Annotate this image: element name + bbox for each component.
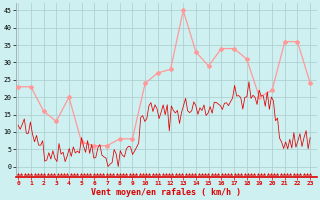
Point xyxy=(26,171,31,174)
Point xyxy=(229,171,234,174)
Point xyxy=(196,171,201,174)
Point xyxy=(81,171,86,174)
Point xyxy=(170,171,175,174)
Point xyxy=(84,171,90,174)
Point xyxy=(262,171,267,174)
Point xyxy=(249,171,254,174)
Point xyxy=(176,171,181,174)
Point xyxy=(232,171,237,174)
Point xyxy=(45,171,50,174)
Point xyxy=(32,171,37,174)
Point xyxy=(189,171,195,174)
Point xyxy=(121,171,126,174)
Point xyxy=(108,171,113,174)
Point xyxy=(206,171,211,174)
Point xyxy=(140,171,145,174)
Point xyxy=(39,171,44,174)
Point xyxy=(294,171,300,174)
Point xyxy=(245,171,251,174)
Point xyxy=(29,171,34,174)
Point xyxy=(16,171,21,174)
Point xyxy=(275,171,280,174)
Point xyxy=(219,171,224,174)
Point xyxy=(101,171,106,174)
Point xyxy=(259,171,264,174)
Point xyxy=(222,171,228,174)
Point xyxy=(209,171,214,174)
Point xyxy=(104,171,109,174)
Point xyxy=(298,171,303,174)
Point xyxy=(137,171,142,174)
Point xyxy=(265,171,270,174)
Point xyxy=(288,171,293,174)
Point xyxy=(252,171,257,174)
Point xyxy=(226,171,231,174)
Point xyxy=(153,171,158,174)
Point xyxy=(281,171,286,174)
Point xyxy=(55,171,60,174)
Point xyxy=(48,171,53,174)
Point xyxy=(160,171,165,174)
Point xyxy=(157,171,162,174)
Point xyxy=(22,171,27,174)
Point xyxy=(68,171,73,174)
Point xyxy=(134,171,139,174)
Point xyxy=(166,171,172,174)
Point xyxy=(186,171,191,174)
Point xyxy=(236,171,241,174)
Point xyxy=(71,171,76,174)
Point xyxy=(285,171,290,174)
Point xyxy=(147,171,152,174)
Point xyxy=(278,171,283,174)
Point xyxy=(216,171,221,174)
Point xyxy=(65,171,70,174)
Point xyxy=(61,171,67,174)
Point xyxy=(308,171,313,174)
Point xyxy=(268,171,273,174)
Point xyxy=(304,171,309,174)
Point xyxy=(193,171,198,174)
Point xyxy=(88,171,93,174)
Point xyxy=(203,171,208,174)
Point xyxy=(124,171,129,174)
Point xyxy=(239,171,244,174)
Point xyxy=(150,171,155,174)
Point xyxy=(163,171,168,174)
Point xyxy=(131,171,136,174)
Point xyxy=(58,171,63,174)
Point xyxy=(144,171,149,174)
Point xyxy=(114,171,119,174)
Point xyxy=(94,171,100,174)
Point xyxy=(75,171,80,174)
Point xyxy=(291,171,296,174)
Point xyxy=(127,171,132,174)
X-axis label: Vent moyen/en rafales ( km/h ): Vent moyen/en rafales ( km/h ) xyxy=(91,188,241,197)
Point xyxy=(173,171,178,174)
Point xyxy=(19,171,24,174)
Point xyxy=(117,171,123,174)
Point xyxy=(272,171,277,174)
Point xyxy=(35,171,40,174)
Point xyxy=(242,171,247,174)
Point xyxy=(183,171,188,174)
Point xyxy=(199,171,204,174)
Point xyxy=(301,171,306,174)
Point xyxy=(180,171,185,174)
Point xyxy=(111,171,116,174)
Point xyxy=(78,171,83,174)
Point xyxy=(98,171,103,174)
Point xyxy=(91,171,96,174)
Point xyxy=(255,171,260,174)
Point xyxy=(212,171,218,174)
Point xyxy=(42,171,47,174)
Point xyxy=(52,171,57,174)
